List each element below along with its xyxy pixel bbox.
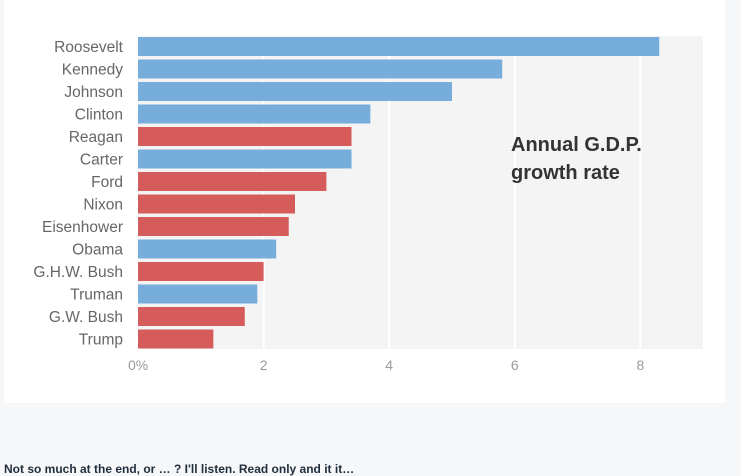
bar-eisenhower — [138, 217, 289, 236]
annotation-line-2: growth rate — [511, 162, 620, 184]
bar-g-h-w-bush — [138, 262, 264, 281]
category-label: G.W. Bush — [49, 309, 123, 326]
bar-obama — [138, 239, 277, 259]
category-labels: Roosevelt Kennedy Johnson Clinton Reagan Cart… — [33, 39, 123, 349]
category-label: Ford — [91, 174, 123, 191]
bar-carter — [138, 149, 352, 169]
category-label: Clinton — [75, 107, 123, 124]
bar-g-w-bush — [138, 307, 245, 326]
category-label: Kennedy — [62, 62, 123, 79]
bar-nixon — [138, 194, 295, 214]
category-label: Trump — [79, 332, 123, 349]
bar-trump — [138, 329, 214, 349]
bar-truman — [138, 284, 258, 304]
category-label: Nixon — [83, 197, 123, 214]
annotation-line-1: Annual G.D.P. — [511, 134, 642, 156]
x-tick-labels: 0% 2 4 6 8 — [128, 357, 645, 373]
gdp-bar-chart: Roosevelt Kennedy Johnson Clinton Reagan Cart… — [33, 36, 703, 373]
category-label: Eisenhower — [42, 219, 123, 236]
footer-text: Not so much at the end, or … ? I'll list… — [4, 462, 355, 476]
x-tick-label: 4 — [385, 357, 393, 373]
x-tick-label: 2 — [260, 357, 268, 373]
x-tick-label: 0% — [128, 357, 148, 373]
category-label: Johnson — [64, 84, 123, 101]
category-label: Obama — [72, 242, 123, 259]
category-label: Reagan — [69, 129, 123, 146]
category-label: Carter — [80, 152, 123, 169]
category-label: Truman — [70, 287, 123, 304]
x-tick-label: 6 — [511, 357, 519, 373]
bar-roosevelt — [138, 37, 660, 56]
bars — [138, 37, 660, 349]
x-tick-label: 8 — [637, 357, 645, 373]
bar-clinton — [138, 104, 371, 124]
category-label: G.H.W. Bush — [33, 264, 123, 281]
bar-ford — [138, 172, 327, 191]
bar-reagan — [138, 127, 352, 146]
bar-johnson — [138, 82, 452, 101]
bar-kennedy — [138, 59, 503, 79]
category-label: Roosevelt — [54, 39, 124, 56]
